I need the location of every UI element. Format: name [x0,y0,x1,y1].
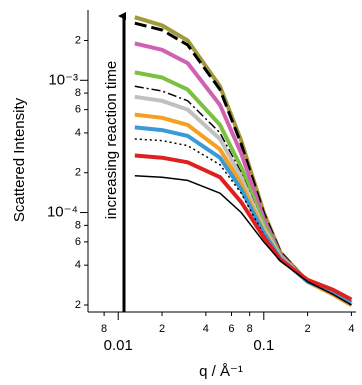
y-tick-label: 8 [75,219,81,231]
x-tick-label: 2 [305,323,311,335]
series-line [134,138,352,306]
x-tick-label: 0.01 [104,337,133,354]
y-tick-label: 10⁻³ [48,71,78,88]
x-tick-label: 4 [203,323,209,335]
y-tick-label: 6 [75,104,81,116]
y-tick-label: 4 [75,259,81,271]
x-axis-label: q / Å⁻¹ [199,363,243,380]
series-line [134,174,352,306]
x-tick-label: 6 [228,323,234,335]
y-tick-label: 2 [75,34,81,46]
y-tick-label: 2 [75,167,81,179]
y-tick-label: 8 [75,87,81,99]
x-tick-label: 8 [247,323,253,335]
y-tick-label: 4 [75,127,81,139]
x-tick-label: 0.1 [253,337,274,354]
y-tick-label: 10⁻⁴ [47,204,78,221]
plot-area [134,15,353,307]
y-axis-label: Scattered Intensity [11,97,28,222]
x-tick-label: 4 [348,323,354,335]
y-tick-label: 2 [75,299,81,311]
series-line [134,153,353,302]
x-tick-label: 8 [101,323,107,335]
y-tick-label: 6 [75,236,81,248]
x-tick-label: 2 [159,323,165,335]
series-line [134,94,353,307]
annotation: increasing reaction time [103,61,120,219]
